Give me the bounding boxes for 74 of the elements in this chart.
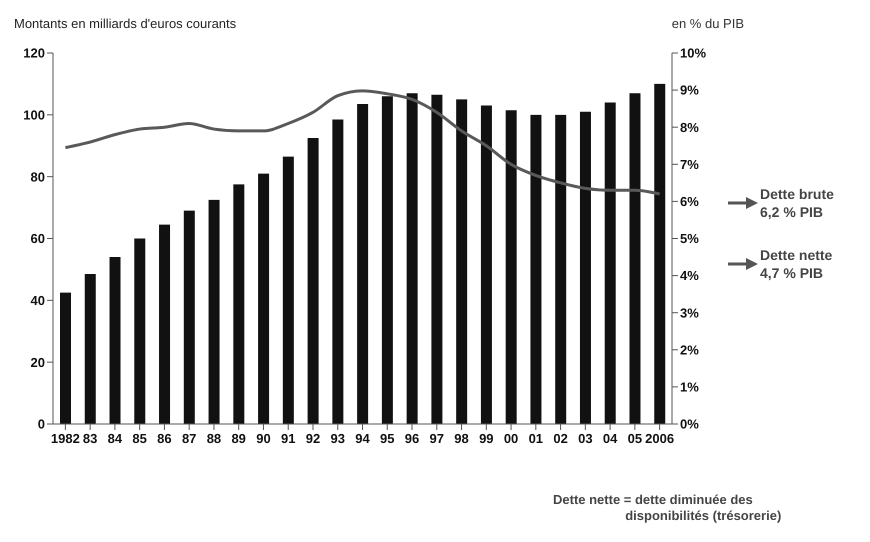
x-tick-label: 00: [504, 431, 518, 446]
y2-tick-label: 0%: [680, 416, 700, 432]
y-tick-label: 100: [23, 107, 45, 122]
y2-tick-label: 5%: [680, 231, 700, 246]
y-tick-label: 40: [30, 292, 45, 308]
y2-tick-label: 2%: [680, 342, 700, 358]
bar: [233, 184, 244, 424]
y2-tick-label: 8%: [680, 120, 700, 135]
bar: [84, 274, 96, 424]
bar: [456, 99, 468, 424]
text: Dette brute 6,2 % PIB: [760, 185, 834, 222]
x-tick-label: 97: [430, 431, 444, 446]
y2-tick-label: 7%: [680, 156, 700, 172]
x-tick-label: 96: [404, 431, 420, 446]
bar: [60, 292, 71, 424]
bar: [382, 96, 393, 424]
bar: [506, 110, 517, 424]
x-tick-label: 02: [553, 431, 568, 446]
x-tick-label: 94: [355, 431, 370, 446]
bar: [110, 257, 121, 424]
x-tick-label: 95: [380, 431, 394, 446]
x-tick-label: 01: [528, 431, 544, 446]
bar: [555, 114, 566, 424]
bar: [604, 102, 616, 424]
bar: [480, 106, 492, 424]
x-tick-label: 89: [231, 431, 246, 446]
y-tick-label: 120: [23, 46, 45, 61]
bar: [654, 84, 666, 424]
y2-tick-label: 1%: [680, 380, 700, 395]
x-tick-label: 1982: [50, 431, 80, 446]
bar: [332, 119, 344, 424]
x-tick-label: 05: [628, 431, 642, 446]
x-tick-label: 84: [108, 431, 123, 446]
line-series: [64, 89, 662, 196]
bar: [406, 93, 418, 424]
bar: [629, 93, 640, 424]
bar: [431, 94, 442, 424]
bar: [308, 138, 319, 424]
bar: [184, 210, 195, 424]
bar: [159, 224, 170, 424]
y2-tick-label: 3%: [680, 305, 700, 320]
x-tick-label: 99: [479, 431, 494, 446]
y2-axis-title: en % du PIB: [672, 16, 744, 31]
x-tick-label: 92: [306, 431, 320, 446]
x-tick-label: 87: [182, 431, 196, 446]
y-tick-label: 60: [30, 231, 45, 246]
x-tick-label: 83: [82, 431, 98, 446]
y2-tick-label: 4%: [680, 268, 700, 284]
x-tick-label: 88: [206, 431, 222, 446]
bar: [282, 156, 294, 424]
x-tick-label: 90: [256, 431, 271, 446]
x-tick-label: 91: [280, 431, 296, 446]
y2-tick-label: 9%: [680, 82, 700, 98]
bar: [580, 112, 591, 424]
bar: [357, 104, 368, 424]
bar: [258, 174, 270, 424]
x-tick-label: 86: [157, 431, 172, 446]
x-tick-label: 93: [330, 431, 345, 446]
x-tick-label: 04: [602, 431, 618, 446]
bar: [530, 114, 542, 424]
text: Dette nette = dette diminuée des disponibilités (trésorerie): [553, 492, 782, 524]
text: Dette nette 4,7 % PIB: [760, 246, 832, 282]
bar: [134, 238, 146, 424]
y-tick-label: 80: [30, 169, 45, 184]
bar: [208, 200, 220, 424]
y2-tick-label: 10%: [680, 46, 706, 61]
x-tick-label: 85: [132, 431, 147, 446]
x-tick-label: 03: [578, 431, 593, 446]
x-tick-label: 98: [454, 431, 469, 446]
y-tick-label: 20: [30, 354, 45, 370]
x-tick-label: 2006: [645, 431, 674, 446]
y2-tick-label: 6%: [680, 194, 700, 210]
y-axis-title: Montants en milliards d'euros courants: [14, 16, 236, 31]
y-tick-label: 0: [38, 416, 45, 432]
